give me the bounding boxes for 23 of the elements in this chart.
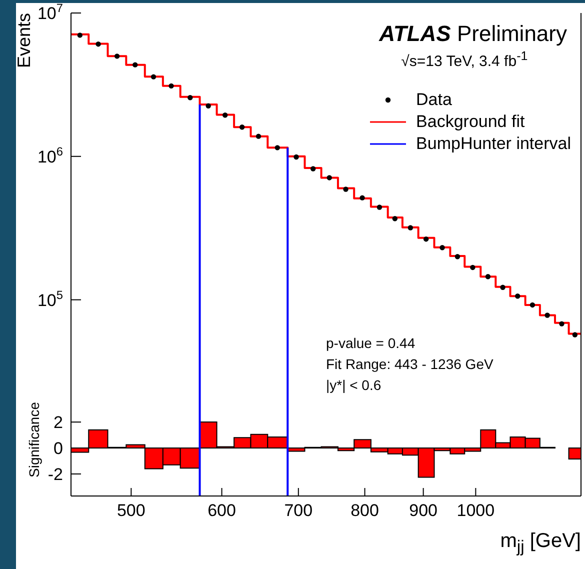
x-tick-label: 600 xyxy=(208,501,236,520)
y-tick-label: 2 xyxy=(54,413,63,432)
annotation: ATLAS Preliminary xyxy=(379,21,567,47)
y-tick-label: 10$^{7}$ xyxy=(37,1,64,23)
x-tick-label: 1000 xyxy=(456,501,495,520)
y-tick-label: -2 xyxy=(48,464,63,484)
legend-label: Data xyxy=(416,90,452,110)
annotation: Fit Range: 443 - 1236 GeV xyxy=(326,355,494,374)
y-axis-title: Significance xyxy=(26,402,42,478)
x-axis-title: m$_{jj}$ [GeV] xyxy=(500,530,581,557)
x-tick-label: 500 xyxy=(116,501,146,520)
legend-label: Background fit xyxy=(416,112,525,132)
x-tick-label: 800 xyxy=(350,501,379,520)
x-tick-label: 900 xyxy=(409,501,438,520)
annotation: |y*| < 0.6 xyxy=(326,376,382,395)
y-tick-label: 10$^{5}$ xyxy=(37,288,64,310)
y-tick-label: 0 xyxy=(54,439,63,458)
y-axis-title: Events xyxy=(14,13,35,68)
y-tick-label: 10$^{6}$ xyxy=(37,144,64,166)
annotation: p-value = 0.44 xyxy=(326,334,416,353)
annotation: √s=13 TeV, 3.4 fb$^{-1}$ xyxy=(401,49,529,70)
x-tick-label: 700 xyxy=(284,501,313,520)
legend-label: BumpHunter interval xyxy=(416,134,571,154)
